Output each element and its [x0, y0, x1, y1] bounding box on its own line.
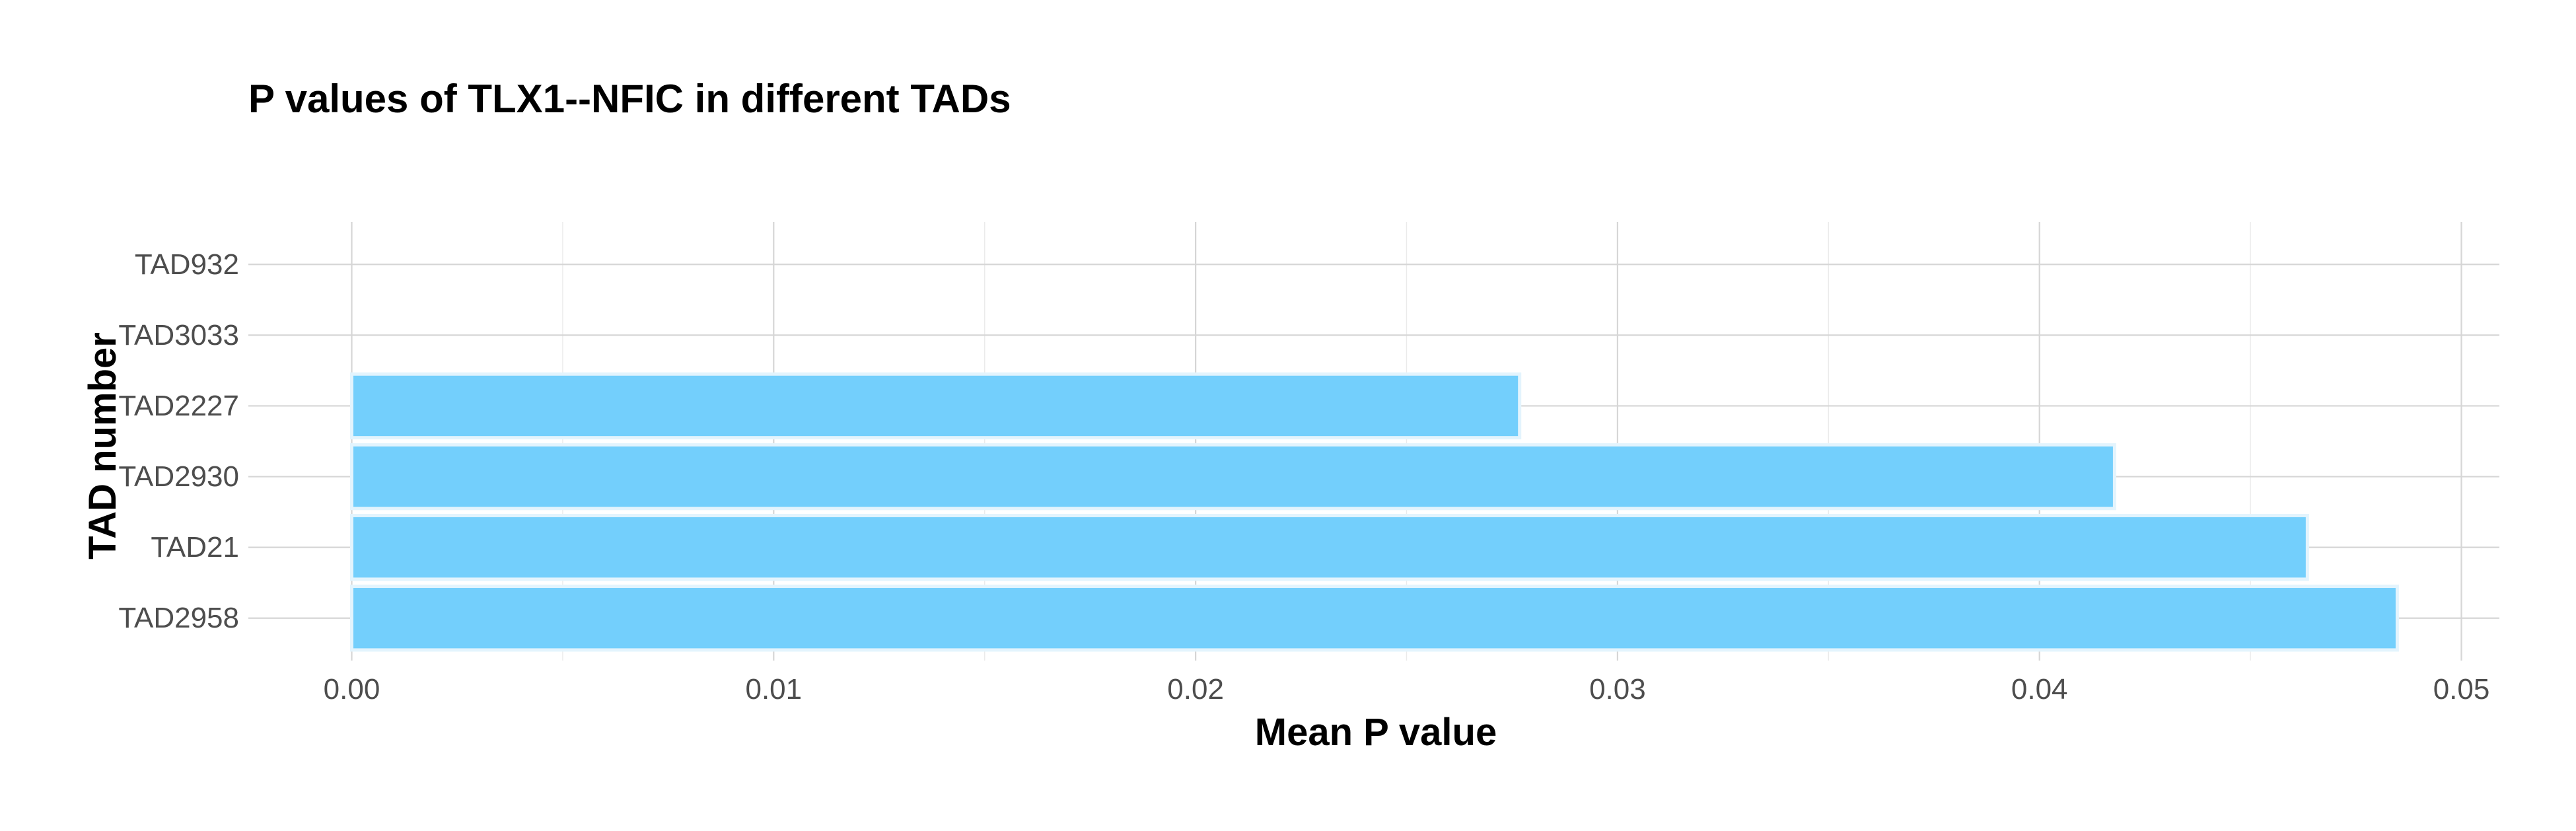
- bar-tad2930: [350, 443, 2116, 511]
- bar-tad21: [350, 513, 2309, 581]
- y-tick-label: TAD932: [135, 248, 239, 281]
- y-tick-label: TAD21: [151, 531, 239, 563]
- x-axis-title: Mean P value: [1255, 711, 1497, 754]
- y-tick-label: TAD2930: [118, 460, 239, 493]
- y-tick-label: TAD2227: [118, 390, 239, 422]
- x-tick-label: 0.01: [745, 673, 802, 705]
- x-tick-label: 0.00: [324, 673, 380, 705]
- x-tick-label: 0.02: [1167, 673, 1224, 705]
- y-tick-label: TAD3033: [118, 319, 239, 351]
- y-tick-label: TAD2958: [118, 602, 239, 634]
- bar-tad2958: [350, 585, 2399, 652]
- x-tick-label: 0.04: [2011, 673, 2068, 705]
- chart-title: P values of TLX1--NFIC in different TADs: [248, 77, 1011, 121]
- plot-panel: [248, 222, 2499, 661]
- y-axis-tick-labels: TAD932 TAD3033 TAD2227 TAD2930 TAD21 TAD2958: [118, 248, 239, 634]
- x-tick-label: 0.03: [1589, 673, 1646, 705]
- x-tick-label: 0.05: [2433, 673, 2490, 705]
- x-axis-tick-labels: 0.00 0.01 0.02 0.03 0.04 0.05: [324, 673, 2490, 705]
- y-axis-title: TAD number: [81, 332, 124, 560]
- bar-tad2227: [350, 372, 1522, 440]
